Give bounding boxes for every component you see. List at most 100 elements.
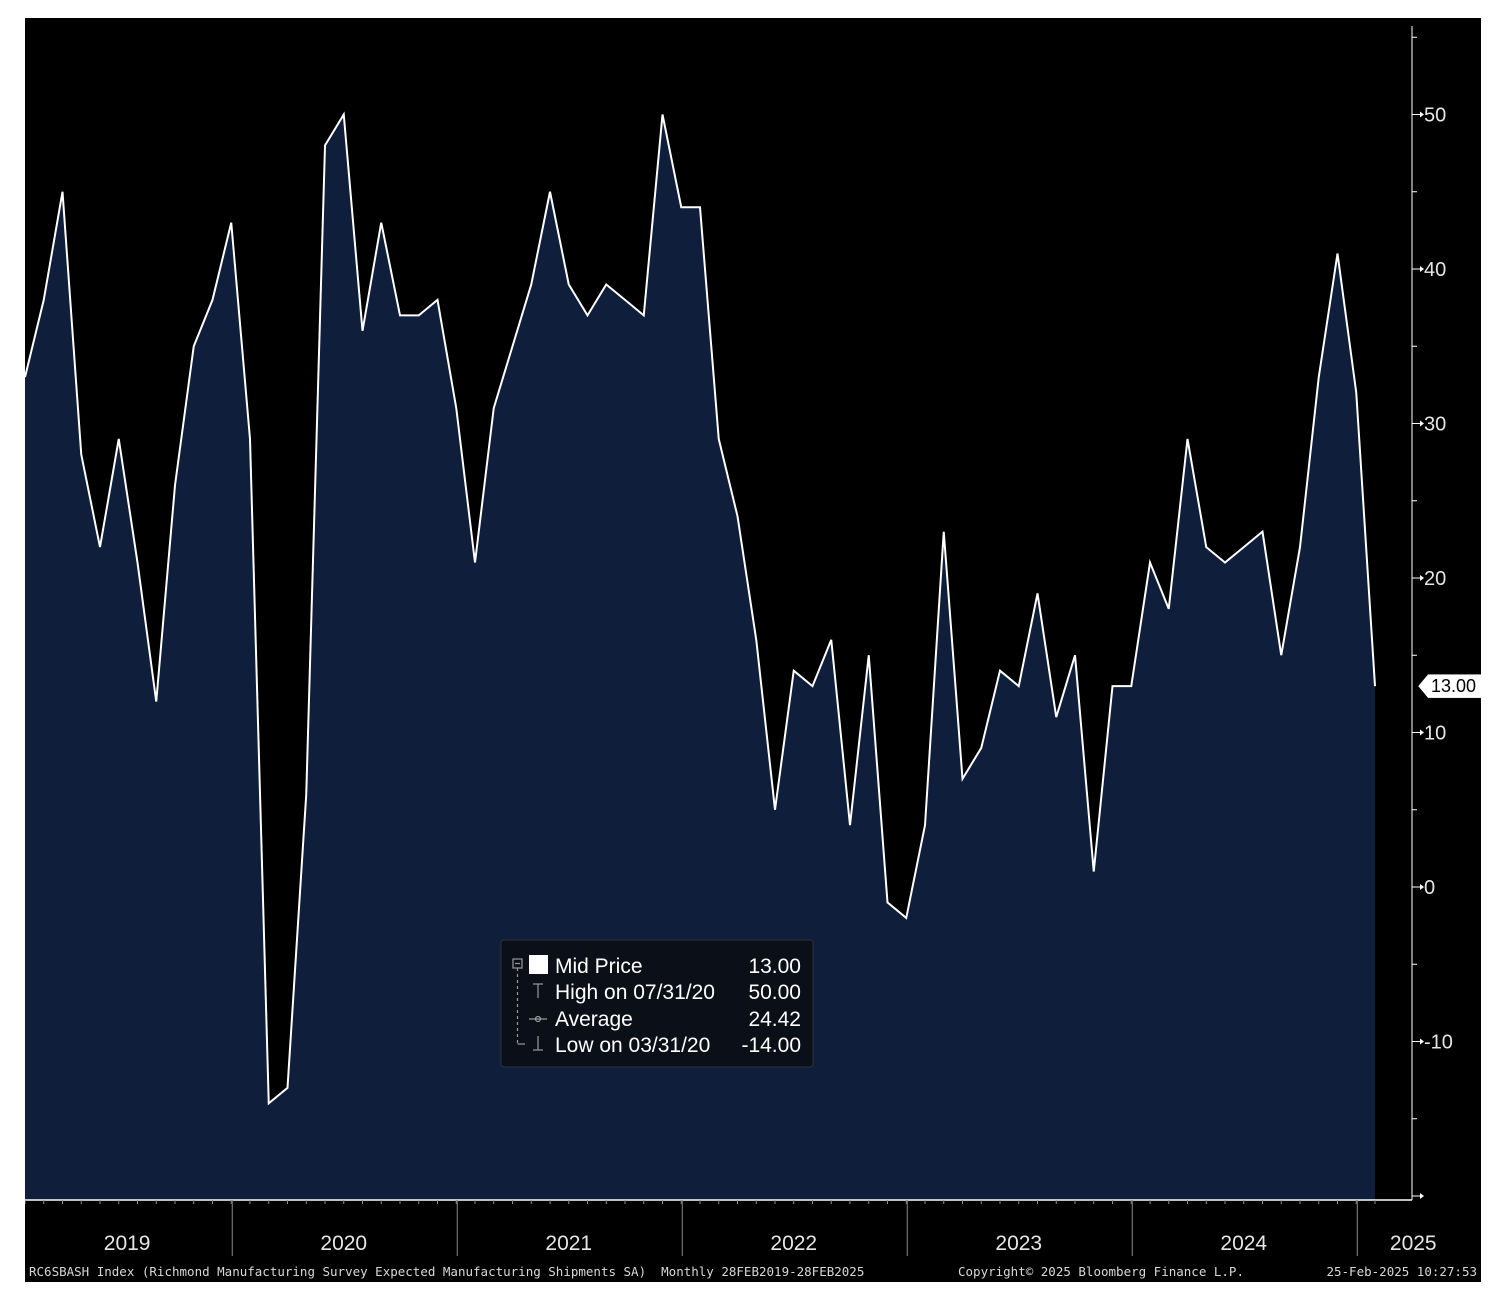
data-point bbox=[1373, 684, 1377, 688]
data-point bbox=[1279, 653, 1283, 657]
data-point bbox=[154, 700, 158, 704]
legend-value-high: 50.00 bbox=[748, 981, 801, 1004]
data-point bbox=[979, 746, 983, 750]
data-point bbox=[623, 298, 627, 302]
y-tick-label: -10 bbox=[1424, 1032, 1453, 1054]
data-point bbox=[229, 221, 233, 225]
data-point bbox=[1354, 391, 1358, 395]
average-marker-icon bbox=[529, 1015, 547, 1023]
data-point bbox=[567, 282, 571, 286]
legend-label-mid-price: Mid Price bbox=[555, 955, 643, 978]
last-value-label: 13.00 bbox=[1431, 676, 1476, 696]
data-point bbox=[529, 282, 533, 286]
data-point bbox=[1204, 545, 1208, 549]
legend-label-high: High on 07/31/20 bbox=[555, 981, 715, 1004]
high-marker-icon bbox=[533, 983, 543, 998]
data-point bbox=[961, 777, 965, 781]
data-point bbox=[904, 916, 908, 920]
data-point bbox=[717, 437, 721, 441]
y-tick-label: 30 bbox=[1424, 414, 1446, 436]
data-point bbox=[248, 437, 252, 441]
x-year-label: 2022 bbox=[770, 1232, 817, 1255]
x-year-label: 2021 bbox=[545, 1232, 592, 1255]
data-point bbox=[1092, 870, 1096, 874]
x-year-label: 2025 bbox=[1390, 1232, 1437, 1255]
data-point bbox=[1054, 715, 1058, 719]
data-point bbox=[379, 221, 383, 225]
data-point bbox=[473, 561, 477, 565]
data-point bbox=[1036, 591, 1040, 595]
area-fill bbox=[25, 114, 1375, 1200]
data-point bbox=[923, 823, 927, 827]
data-point bbox=[1298, 545, 1302, 549]
legend-value-average: 24.42 bbox=[748, 1008, 801, 1031]
data-point bbox=[42, 298, 46, 302]
data-point bbox=[398, 313, 402, 317]
data-point bbox=[136, 561, 140, 565]
last-value-tag bbox=[1417, 673, 1481, 699]
data-point bbox=[1167, 607, 1171, 611]
legend-value-low: -14.00 bbox=[741, 1034, 801, 1057]
y-tick-label: 40 bbox=[1424, 259, 1446, 281]
legend-value-mid-price: 13.00 bbox=[748, 955, 801, 978]
data-point bbox=[61, 190, 65, 194]
data-point bbox=[1111, 684, 1115, 688]
y-tick-arrow bbox=[1420, 266, 1424, 272]
data-point bbox=[604, 282, 608, 286]
x-year-label: 2019 bbox=[104, 1232, 151, 1255]
data-point bbox=[267, 1101, 271, 1105]
y-tick-arrow bbox=[1420, 111, 1424, 118]
data-point bbox=[1261, 530, 1265, 534]
data-point bbox=[192, 344, 196, 348]
data-point bbox=[773, 808, 777, 812]
data-point bbox=[1223, 561, 1227, 565]
data-point bbox=[511, 344, 515, 348]
data-point bbox=[173, 483, 177, 487]
data-point bbox=[361, 329, 365, 333]
data-point bbox=[942, 530, 946, 534]
data-point bbox=[886, 900, 890, 904]
y-tick-arrow bbox=[1420, 575, 1424, 581]
data-point bbox=[323, 143, 327, 147]
legend: Mid Price 13.00 High on 07/31/20 50.00 A… bbox=[500, 939, 814, 1068]
data-point bbox=[1242, 545, 1246, 549]
footer-timestamp: 25-Feb-2025 10:27:53 bbox=[1326, 1264, 1477, 1279]
y-tick-arrow bbox=[1420, 1038, 1424, 1045]
data-point bbox=[829, 638, 833, 642]
y-tick-arrow bbox=[1420, 1193, 1424, 1199]
data-point bbox=[1073, 653, 1077, 657]
data-point bbox=[792, 669, 796, 673]
y-axis-ticks: -10 0 10 20 30 40 50 bbox=[1412, 36, 1453, 1199]
data-point bbox=[304, 792, 308, 796]
data-point bbox=[286, 1086, 290, 1090]
data-point bbox=[754, 638, 758, 642]
y-tick-arrow bbox=[1420, 884, 1424, 890]
data-point bbox=[417, 313, 421, 317]
last-value-marker: 13.00 bbox=[1417, 673, 1481, 699]
y-tick-label: 50 bbox=[1424, 105, 1446, 127]
data-point bbox=[848, 823, 852, 827]
footer-ticker-description: RC6SBASH Index (Richmond Manufacturing S… bbox=[29, 1264, 864, 1279]
legend-label-average: Average bbox=[555, 1008, 633, 1031]
footer-copyright: Copyright© 2025 Bloomberg Finance L.P. bbox=[958, 1264, 1244, 1279]
legend-label-low: Low on 03/31/20 bbox=[555, 1034, 710, 1057]
data-point bbox=[1317, 375, 1321, 379]
low-marker-icon bbox=[533, 1036, 543, 1051]
x-year-label: 2024 bbox=[1220, 1232, 1267, 1255]
data-point bbox=[436, 298, 440, 302]
data-point bbox=[661, 113, 665, 117]
x-year-label: 2023 bbox=[995, 1232, 1042, 1255]
y-tick-label: 0 bbox=[1424, 877, 1435, 899]
data-point bbox=[548, 190, 552, 194]
data-point bbox=[79, 452, 83, 456]
data-point bbox=[867, 653, 871, 657]
y-tick-label: 10 bbox=[1424, 723, 1446, 745]
data-point bbox=[679, 205, 683, 209]
data-point bbox=[342, 113, 346, 117]
y-tick-label: 20 bbox=[1424, 568, 1446, 590]
legend-box bbox=[500, 939, 814, 1068]
legend-tree-icon bbox=[512, 958, 525, 1045]
data-point bbox=[1336, 252, 1340, 256]
data-point bbox=[211, 298, 215, 302]
